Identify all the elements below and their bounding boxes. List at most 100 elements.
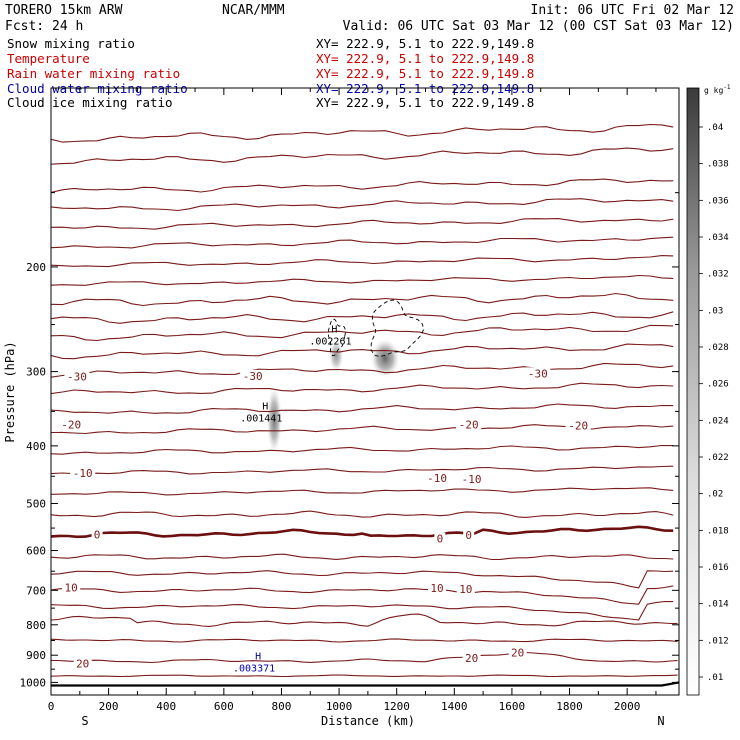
field-xy: XY= 222.9, 5.1 to 222.9,149.8	[316, 36, 534, 51]
snow-shade-blob	[266, 386, 282, 454]
isotherm-label-bg	[240, 369, 266, 382]
fcst-value: 24 h	[52, 19, 83, 34]
isotherm-label: 10	[65, 581, 78, 594]
isotherm-line	[50, 178, 674, 193]
isotherm-label-bg	[434, 532, 446, 545]
isotherm-line	[50, 311, 674, 324]
isotherm-label-bg	[462, 652, 481, 665]
colorbar-tick-label: .028	[707, 343, 729, 353]
y-tick-label: 300	[26, 366, 46, 379]
isotherm-line	[50, 651, 678, 664]
field-xy: XY= 222.9, 5.1 to 222.9,149.8	[316, 95, 534, 110]
isotherm-label: -30	[67, 371, 87, 384]
colorbar-tick-label: .02	[707, 490, 723, 500]
isotherm-line	[50, 218, 674, 230]
x-tick-label: 1400	[441, 700, 468, 713]
isotherm-line	[50, 510, 674, 518]
colorbar-tick-label: .014	[707, 600, 729, 610]
colorbar-tick-label: .034	[707, 233, 729, 243]
cloud-ice-contour-layer	[327, 299, 424, 358]
isotherm-line	[50, 600, 674, 621]
isotherm-line	[50, 236, 674, 249]
extremum-value: .002261	[309, 337, 351, 348]
valid-time: Valid: 06 UTC Sat 03 Mar 12 (00 CST Sat …	[343, 19, 734, 34]
extremum-value: .003371	[233, 664, 275, 675]
snow-shade-blob	[370, 339, 400, 378]
isotherm-label: -10	[462, 473, 482, 486]
y-tick-label: 1000	[20, 676, 47, 689]
x-tick-label: 2000	[614, 700, 641, 713]
field-name: Snow mixing ratio	[7, 36, 135, 51]
isotherm-line	[50, 674, 678, 678]
isotherm-label: -10	[427, 472, 447, 485]
isotherm-label-bg	[525, 367, 551, 380]
x-tick-label: 400	[156, 700, 176, 713]
isotherm-label: -20	[568, 420, 588, 433]
colorbar: .04 .038 .036 .034 .032 .03 .028 .026 .024 .022 .0…	[686, 84, 731, 696]
field-xy: XY= 222.9, 5.1 to 222.9,149.8	[316, 66, 534, 81]
model-title: TORERO 15km ARW	[5, 3, 123, 18]
fcst-label: Fcst:	[5, 19, 44, 34]
isotherm-label: 0	[94, 529, 101, 542]
field-name: Cloud ice mixing ratio	[7, 95, 173, 110]
isotherm-label-bg	[428, 582, 447, 595]
isotherm-line	[50, 487, 674, 496]
colorbar-tick-label: .038	[707, 160, 729, 170]
cloud-ice-contour	[327, 318, 346, 357]
isotherm-label: 0	[437, 533, 444, 546]
plot-frame	[50, 87, 680, 696]
isotherm-line	[50, 255, 674, 268]
isotherm-label-bg	[58, 418, 84, 431]
y-tick-label: 600	[26, 545, 46, 558]
ground-line	[51, 681, 680, 687]
isotherm-label: -20	[61, 418, 81, 431]
isotherm-label-bg	[456, 418, 482, 431]
header: TORERO 15km ARW NCAR/MMM Init: 06 UTC Fr…	[5, 3, 734, 34]
init-time: Init: 06 UTC Fri 02 Mar 12	[531, 3, 735, 18]
isotherm-label-bg	[62, 581, 81, 594]
colorbar-tick-label: .026	[707, 380, 729, 390]
colorbar-tick-label: .032	[707, 270, 729, 280]
isotherm-label-bg	[73, 657, 92, 670]
cloud-ice-contour	[370, 299, 424, 358]
isotherm-label: 20	[76, 658, 89, 671]
isotherm-line	[50, 274, 674, 286]
colorbar-tick-label: .022	[707, 453, 729, 463]
x-tick-label: 1800	[556, 700, 583, 713]
x-tick-label: 200	[99, 700, 119, 713]
field-name: Temperature	[7, 51, 90, 66]
isotherm-line	[50, 123, 674, 143]
isotherm-label-bg	[508, 646, 527, 659]
colorbar-tick-label: .012	[707, 636, 729, 646]
y-tick-label: 200	[26, 261, 46, 274]
isotherm-label-bg	[565, 419, 591, 432]
axes: 0 200 400 600 800 1000 1200 1400 1600 1800 2000200…	[20, 88, 679, 713]
isotherm-line	[50, 324, 674, 342]
colorbar-tick-label: .036	[707, 196, 729, 206]
x-tick-label: 800	[272, 700, 292, 713]
isotherm-label: -30	[528, 367, 548, 380]
colorbar-tick-label: .018	[707, 526, 729, 536]
extremum-value: .001441	[240, 414, 282, 425]
isotherm-line	[50, 362, 674, 378]
zero-isotherm-line	[50, 525, 674, 539]
snow-shade-blob	[328, 339, 344, 372]
y-tick-label: 500	[26, 497, 46, 510]
isotherm-label: -20	[459, 418, 479, 431]
isotherm-label-bg	[459, 473, 485, 486]
y-tick-label: 800	[26, 619, 46, 632]
x-tick-label: 1200	[383, 700, 410, 713]
extremum-symbol: H	[331, 325, 337, 336]
x-tick-label: 0	[48, 700, 55, 713]
isotherm-label: 10	[459, 583, 472, 596]
colorbar-tick-label: .03	[707, 306, 723, 316]
isotherm-label-layer: -30 -30 -30 -20 -20 -20 -10 -10 -10 0 0 0 10 10 10 20 20…	[58, 367, 591, 671]
colorbar-tick-label: .01	[707, 673, 723, 683]
field-name: Rain water mixing ratio	[7, 66, 180, 81]
isotherm-line	[50, 343, 674, 360]
isotherm-label-bg	[463, 529, 475, 542]
isotherm-line	[50, 198, 674, 212]
isotherm-line	[50, 292, 674, 307]
y-tick-label: 900	[26, 649, 46, 662]
